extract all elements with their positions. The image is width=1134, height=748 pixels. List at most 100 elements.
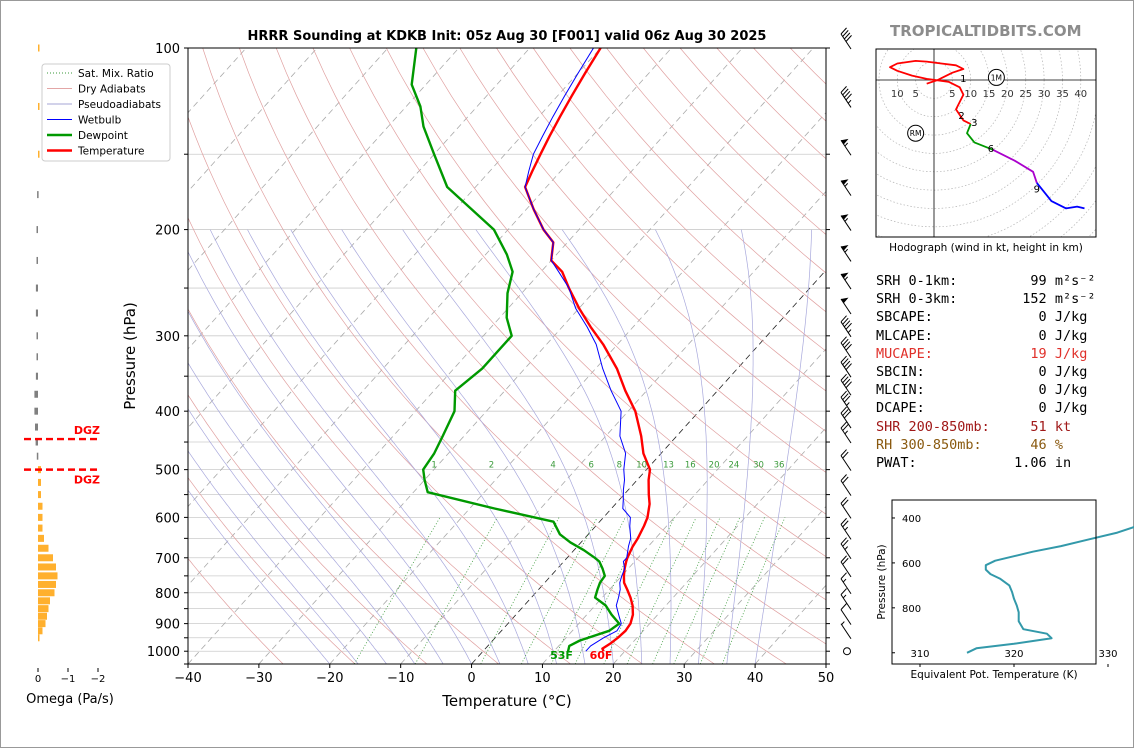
hodograph-ring-label: 30 xyxy=(1038,89,1051,100)
stat-value: 152 xyxy=(1006,291,1047,308)
barb-full xyxy=(842,393,849,401)
omega-bar xyxy=(38,513,43,521)
hodograph-height-label: 3 xyxy=(971,118,977,129)
isotherm-line xyxy=(542,348,826,664)
barb-staff xyxy=(840,321,852,338)
barb-full xyxy=(840,496,847,504)
y-tick-label: 600 xyxy=(155,511,180,526)
wind-barb xyxy=(840,373,852,396)
barb-full xyxy=(842,317,849,325)
mixing-ratio-label: 8 xyxy=(617,461,622,471)
barb-half xyxy=(842,578,847,583)
wind-barb xyxy=(840,537,852,560)
barb-half xyxy=(844,546,849,550)
omega-panel: 0 −1 −2 DGZ DGZ xyxy=(24,44,106,685)
hodograph-segment xyxy=(1036,182,1085,210)
dgz-label: DGZ xyxy=(74,424,100,437)
omega-bar xyxy=(37,191,39,199)
theta-e-panel: 310320330340400600800 xyxy=(892,514,1134,667)
stat-label: SBCAPE: xyxy=(876,309,1007,326)
barb-staff xyxy=(840,609,852,625)
barb-full xyxy=(840,406,847,414)
isotherm-line xyxy=(471,269,826,664)
storm-motion-circle xyxy=(987,68,1005,86)
hodograph-labels: 10 5 5 10 15 20 25 30 35 40 1 23 6 9 1M RM xyxy=(891,68,1087,195)
hodograph-height-label: 1 xyxy=(960,74,966,85)
y-tick-label: 900 xyxy=(155,618,180,633)
barb-staff xyxy=(840,623,852,640)
mixing-ratio-line xyxy=(603,517,675,664)
y-tick-label: 800 xyxy=(155,587,180,602)
barb-full xyxy=(840,336,847,344)
omega-x-tick-label: −2 xyxy=(91,674,106,685)
legend-label: Sat. Mix. Ratio xyxy=(78,68,154,80)
y-tick-label: 1000 xyxy=(147,645,180,660)
barb-full xyxy=(840,603,847,610)
wind-barb xyxy=(840,355,852,378)
mixing-ratio-label: 30 xyxy=(753,461,764,471)
stat-label: SRH 0-3km: xyxy=(876,291,1007,308)
barb-half xyxy=(844,183,849,187)
storm-motion-label: 1M xyxy=(991,73,1002,82)
mixing-ratio-line xyxy=(626,517,697,664)
mixing-ratio-label: 10 xyxy=(636,461,647,471)
stat-value: 0 xyxy=(1006,400,1047,417)
barb-full xyxy=(845,93,852,101)
barb-full xyxy=(840,86,847,93)
mixing-ratio-label: 6 xyxy=(589,461,594,471)
barb-staff xyxy=(840,503,852,519)
omega-bar xyxy=(38,627,43,635)
wind-barbs xyxy=(840,27,852,656)
isotherm-line xyxy=(329,112,826,664)
wind-barb xyxy=(840,621,852,640)
omega-bar xyxy=(38,544,49,552)
wind-barb xyxy=(840,588,852,610)
stat-label: SRH 0-1km: xyxy=(876,273,1007,289)
series-dewpoint xyxy=(410,48,621,652)
barb-full xyxy=(842,88,849,96)
wind-barb xyxy=(840,336,852,359)
dry-adiabat xyxy=(275,48,826,645)
pseudoadiabat xyxy=(188,450,359,664)
x-axis-label: Temperature (°C) xyxy=(441,692,571,710)
x-tick-label: 50 xyxy=(818,671,835,686)
hodograph-ring-label: 10 xyxy=(964,89,977,100)
omega-bar xyxy=(35,423,38,431)
theta-e-x-tick-label: 310 xyxy=(910,649,929,660)
stat-row: SRH 0-3km: 152 m²s⁻² xyxy=(876,290,1095,308)
omega-bar xyxy=(38,580,56,588)
stat-unit: J/kg xyxy=(1046,345,1088,362)
stat-label: RH 300-850mb: xyxy=(876,436,1007,453)
mixing-ratio-label: 36 xyxy=(774,461,785,471)
stat-unit: J/kg xyxy=(1046,382,1088,399)
mixing-ratio-label: 4 xyxy=(550,461,555,471)
stat-row: MLCIN: 0 J/kg xyxy=(876,381,1095,399)
omega-bar xyxy=(38,589,55,597)
isotherm-line xyxy=(188,48,389,271)
skewt-background-lines xyxy=(188,48,826,664)
barb-flag xyxy=(841,245,849,251)
y-tick-label: 400 xyxy=(155,405,180,420)
stat-value: 99 xyxy=(1006,273,1047,289)
skewt-axes: −40 −30 −20 −10 0 10 20 30 40 50 100 200 300 400 500 60… xyxy=(147,42,834,686)
stat-label: MLCAPE: xyxy=(876,327,1007,344)
hodograph-ring-label: 5 xyxy=(912,89,918,100)
pseudoadiabat xyxy=(290,229,557,664)
wind-barb xyxy=(840,179,852,196)
pseudoadiabat xyxy=(655,229,708,664)
dry-adiabat xyxy=(349,48,826,558)
omega-bar xyxy=(38,612,47,620)
barb-staff xyxy=(840,427,852,444)
barb-full xyxy=(845,381,852,389)
barb-flag xyxy=(841,179,849,185)
legend-label: Dewpoint xyxy=(78,130,128,142)
isotherm-line xyxy=(188,48,531,429)
barb-half xyxy=(844,276,849,281)
wind-barb xyxy=(840,390,852,413)
barb-full xyxy=(845,363,852,371)
series-wetbulb xyxy=(524,48,632,652)
omega-bar xyxy=(38,491,41,499)
surface-labels: 53F 60F xyxy=(550,649,612,662)
pseudoadiabat xyxy=(475,229,643,664)
barb-full xyxy=(842,409,849,416)
